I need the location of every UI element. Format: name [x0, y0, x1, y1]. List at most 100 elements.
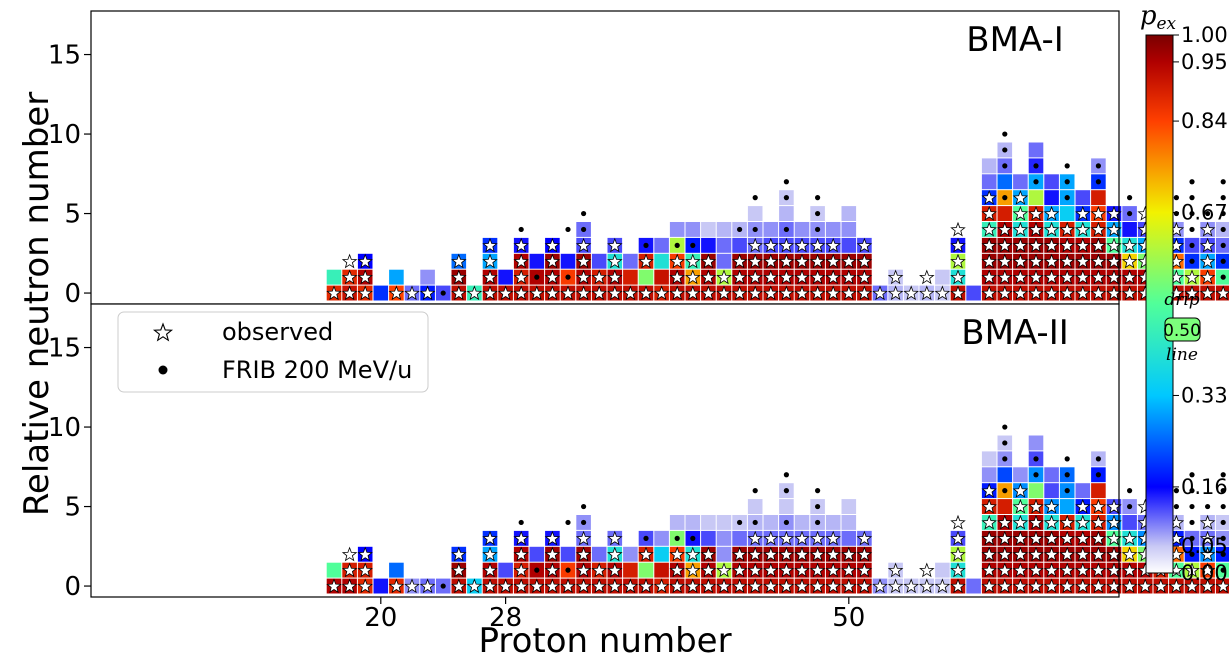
observed-star-icon	[591, 578, 607, 594]
observed-star-icon	[1090, 530, 1107, 546]
observed-star-icon	[1028, 498, 1044, 514]
observed-star-icon	[1199, 285, 1216, 301]
nucleus-cell	[1091, 483, 1106, 499]
observed-star-icon	[794, 546, 810, 562]
frib-dot	[783, 179, 790, 185]
frib-dot	[565, 226, 571, 233]
frib-dot	[1127, 195, 1133, 201]
observed-star-icon	[482, 237, 498, 253]
observed-star-icon	[513, 237, 529, 253]
nucleus-cell	[654, 562, 669, 578]
frib-dot	[1095, 179, 1101, 185]
nucleus-cell	[1044, 174, 1059, 190]
observed-star-icon	[357, 562, 373, 578]
observed-star-icon	[1199, 514, 1216, 530]
observed-star-icon	[1012, 205, 1029, 221]
frib-dot	[737, 226, 743, 233]
observed-star-icon	[326, 285, 342, 301]
observed-star-icon	[622, 578, 639, 594]
observed-star-icon	[513, 546, 529, 562]
frib-dot	[534, 567, 540, 573]
observed-star-icon	[981, 253, 997, 269]
observed-star-icon	[529, 578, 545, 594]
nucleus-cell	[981, 451, 997, 467]
observed-star-icon	[763, 253, 779, 269]
observed-star-icon	[1059, 562, 1075, 578]
observed-star-icon	[997, 514, 1013, 530]
observed-star-icon	[1059, 269, 1075, 285]
observed-star-icon	[856, 269, 873, 285]
frib-dot	[1002, 440, 1008, 446]
observed-star-icon	[1121, 578, 1138, 594]
nucleus-cell	[654, 530, 669, 546]
observed-star-icon	[638, 253, 654, 269]
nucleus-cell	[591, 546, 607, 562]
observed-star-icon	[1043, 578, 1060, 594]
frib-dot	[1189, 258, 1195, 264]
observed-star-icon	[731, 562, 748, 578]
observed-star-icon	[778, 530, 795, 546]
observed-star-icon	[856, 285, 873, 301]
observed-star-icon	[1043, 546, 1060, 562]
frib-dot	[1189, 488, 1195, 494]
colorbar-ticks: 1.00 0.95 0.84 0.67 0.33 0.16 0.05 0.00	[1173, 23, 1228, 585]
frib-dot	[1173, 210, 1179, 217]
observed-star-icon	[981, 237, 997, 253]
frib-dot	[1095, 456, 1101, 462]
observed-star-icon	[357, 253, 373, 269]
observed-star-icon	[747, 546, 763, 562]
observed-star-icon	[1028, 530, 1044, 546]
panel-top-title: BMA-I	[966, 20, 1063, 60]
observed-star-icon	[1043, 530, 1060, 546]
frib-dot	[1189, 195, 1195, 201]
observed-star-icon	[638, 285, 654, 301]
observed-star-icon	[622, 285, 639, 301]
frib-dot	[1064, 195, 1070, 201]
frib-dot	[1220, 258, 1226, 264]
observed-star-icon	[1028, 562, 1044, 578]
observed-star-icon	[794, 269, 810, 285]
frib-dot	[581, 519, 587, 526]
observed-star-icon	[669, 562, 685, 578]
frib-dot	[1127, 488, 1133, 494]
nucleus-cell	[841, 515, 857, 530]
observed-star-icon	[1059, 253, 1075, 269]
observed-star-icon	[856, 562, 873, 578]
observed-star-icon	[544, 253, 561, 269]
observed-star-icon	[1199, 253, 1216, 269]
frib-dot	[1127, 503, 1133, 510]
observed-star-icon	[591, 269, 607, 285]
observed-star-icon	[997, 237, 1013, 253]
observed-star-icon	[997, 578, 1013, 594]
observed-star-icon	[1184, 562, 1200, 578]
observed-star-icon	[825, 237, 841, 253]
observed-star-icon	[794, 530, 810, 546]
observed-star-icon	[341, 285, 358, 301]
observed-star-icon	[607, 237, 623, 253]
observed-star-icon	[1043, 253, 1060, 269]
observed-star-icon	[388, 285, 405, 301]
colorbar-tick-label: 0.67	[1181, 201, 1228, 225]
drip-label: drip	[1164, 290, 1199, 310]
colorbar-tick-label: 0.33	[1181, 383, 1228, 407]
observed-star-icon	[700, 562, 717, 578]
observed-star-icon	[1075, 253, 1091, 269]
nucleus-cell	[591, 253, 607, 269]
observed-star-icon	[1012, 530, 1029, 546]
frib-dot	[1033, 456, 1039, 462]
nucleus-cell	[747, 206, 763, 221]
observed-star-icon	[1199, 530, 1216, 546]
observed-star-icon	[1043, 205, 1060, 221]
observed-star-icon	[1012, 562, 1029, 578]
observed-star-icon	[1059, 530, 1075, 546]
observed-star-icon	[1090, 205, 1107, 221]
observed-star-icon	[809, 253, 826, 269]
observed-star-icon	[747, 269, 763, 285]
frib-dot	[643, 535, 649, 541]
frib-dot	[440, 290, 446, 296]
observed-star-icon	[763, 578, 779, 594]
observed-star-icon	[544, 546, 561, 562]
nucleus-cell	[1028, 142, 1044, 158]
observed-star-icon	[685, 562, 701, 578]
nucleus-cell	[701, 237, 716, 253]
